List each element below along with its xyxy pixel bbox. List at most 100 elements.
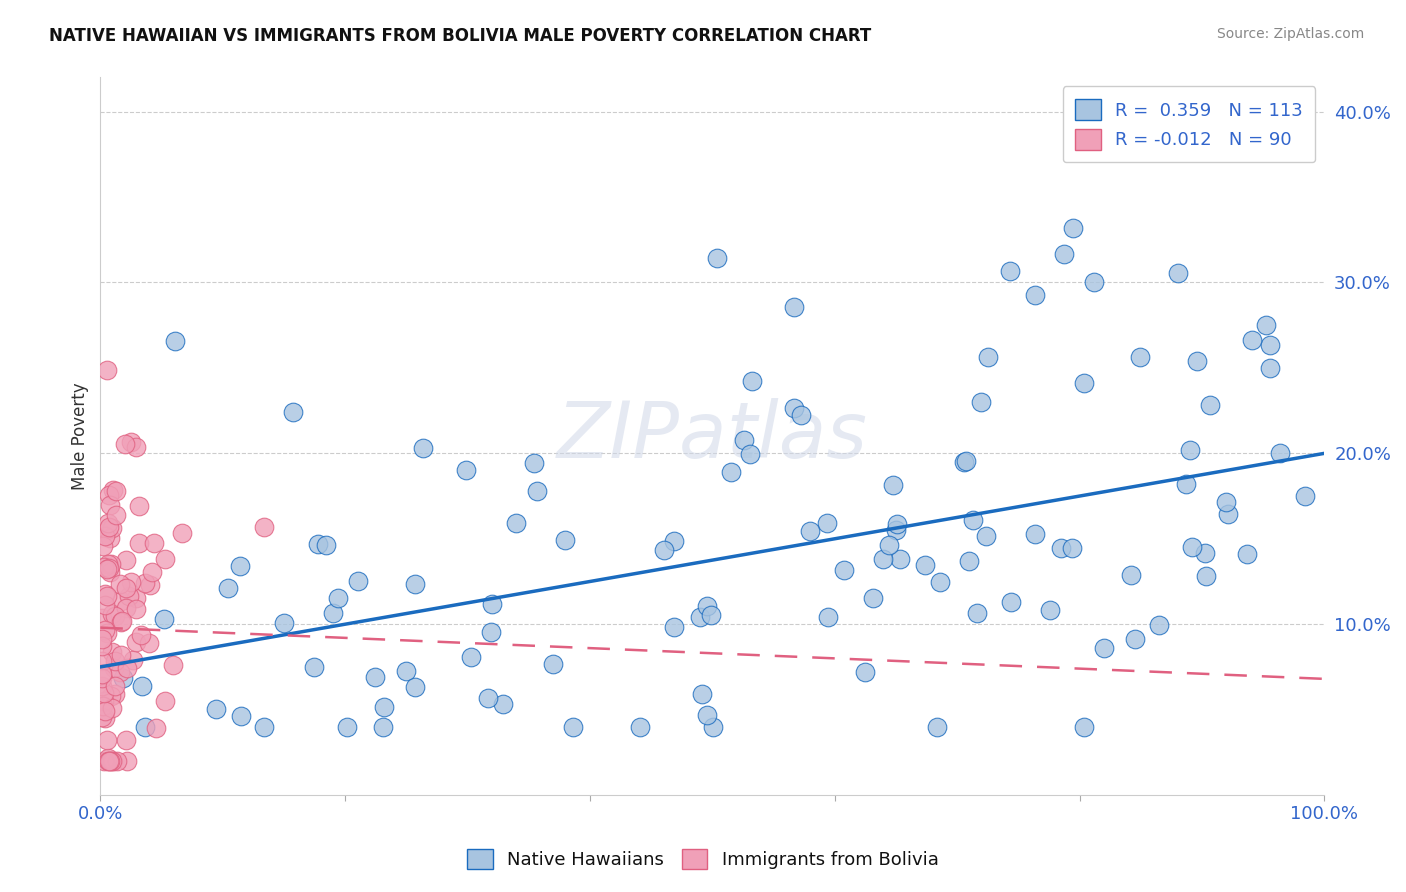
Point xyxy=(103,609,125,624)
Point xyxy=(741,374,763,388)
Point xyxy=(93,754,115,768)
Point xyxy=(977,350,1000,364)
Point xyxy=(1254,318,1277,332)
Legend: R =  0.359   N = 113, R = -0.012   N = 90: R = 0.359 N = 113, R = -0.012 N = 90 xyxy=(1063,87,1316,162)
Point xyxy=(966,607,988,621)
Point xyxy=(98,565,121,579)
Point xyxy=(523,456,546,470)
Point xyxy=(799,524,821,538)
Point xyxy=(96,523,118,537)
Point xyxy=(1039,603,1062,617)
Point xyxy=(100,558,122,572)
Point xyxy=(554,533,576,547)
Point xyxy=(273,615,295,630)
Point xyxy=(526,484,548,499)
Point xyxy=(143,536,166,550)
Point xyxy=(706,251,728,265)
Text: Source: ZipAtlas.com: Source: ZipAtlas.com xyxy=(1216,27,1364,41)
Point xyxy=(110,615,132,629)
Point xyxy=(117,589,139,603)
Point xyxy=(700,608,723,623)
Point xyxy=(998,264,1021,278)
Point xyxy=(111,614,134,628)
Point xyxy=(302,660,325,674)
Point xyxy=(1258,360,1281,375)
Point xyxy=(696,708,718,723)
Point xyxy=(689,610,711,624)
Point xyxy=(101,521,124,535)
Point xyxy=(124,591,146,605)
Point xyxy=(884,524,907,538)
Point xyxy=(114,437,136,451)
Point xyxy=(120,575,142,590)
Point xyxy=(733,433,755,447)
Point xyxy=(98,531,121,545)
Point xyxy=(702,720,724,734)
Point xyxy=(101,483,124,498)
Point xyxy=(832,564,855,578)
Text: NATIVE HAWAIIAN VS IMMIGRANTS FROM BOLIVIA MALE POVERTY CORRELATION CHART: NATIVE HAWAIIAN VS IMMIGRANTS FROM BOLIV… xyxy=(49,27,872,45)
Point xyxy=(94,529,117,543)
Point xyxy=(170,526,193,541)
Point xyxy=(628,720,651,734)
Point xyxy=(153,694,176,708)
Point xyxy=(93,694,115,708)
Point xyxy=(952,455,974,469)
Point xyxy=(115,733,138,747)
Point xyxy=(101,607,124,621)
Point xyxy=(97,754,120,768)
Point xyxy=(93,560,115,574)
Text: ZIPatlas: ZIPatlas xyxy=(557,398,868,475)
Point xyxy=(336,720,359,734)
Point xyxy=(138,635,160,649)
Point xyxy=(104,483,127,498)
Point xyxy=(395,664,418,678)
Point xyxy=(1129,350,1152,364)
Point xyxy=(281,405,304,419)
Point xyxy=(124,601,146,615)
Point xyxy=(877,538,900,552)
Point xyxy=(129,628,152,642)
Point xyxy=(315,538,337,552)
Point xyxy=(104,508,127,522)
Point xyxy=(662,534,685,549)
Point xyxy=(882,477,904,491)
Point xyxy=(696,599,718,613)
Point xyxy=(914,558,936,573)
Point xyxy=(124,634,146,648)
Point xyxy=(134,576,156,591)
Point xyxy=(90,654,112,668)
Point xyxy=(110,648,132,662)
Point xyxy=(1215,495,1237,509)
Point xyxy=(1073,720,1095,734)
Point xyxy=(720,465,742,479)
Point xyxy=(1294,489,1316,503)
Point xyxy=(1181,541,1204,555)
Point xyxy=(454,463,477,477)
Point xyxy=(91,672,114,686)
Point xyxy=(1241,333,1264,347)
Point xyxy=(110,594,132,608)
Point xyxy=(1024,526,1046,541)
Point xyxy=(853,665,876,680)
Point xyxy=(477,691,499,706)
Point xyxy=(364,670,387,684)
Point xyxy=(108,665,131,679)
Point xyxy=(962,513,984,527)
Point xyxy=(163,334,186,349)
Point xyxy=(128,500,150,514)
Point xyxy=(145,721,167,735)
Point xyxy=(98,754,121,768)
Point xyxy=(1050,541,1073,555)
Point xyxy=(928,574,950,589)
Point xyxy=(97,516,120,530)
Point xyxy=(740,447,762,461)
Point xyxy=(373,700,395,714)
Point xyxy=(373,720,395,734)
Point xyxy=(652,542,675,557)
Point xyxy=(1194,569,1216,583)
Point xyxy=(93,686,115,700)
Point xyxy=(96,626,118,640)
Point xyxy=(1258,338,1281,352)
Point xyxy=(120,434,142,449)
